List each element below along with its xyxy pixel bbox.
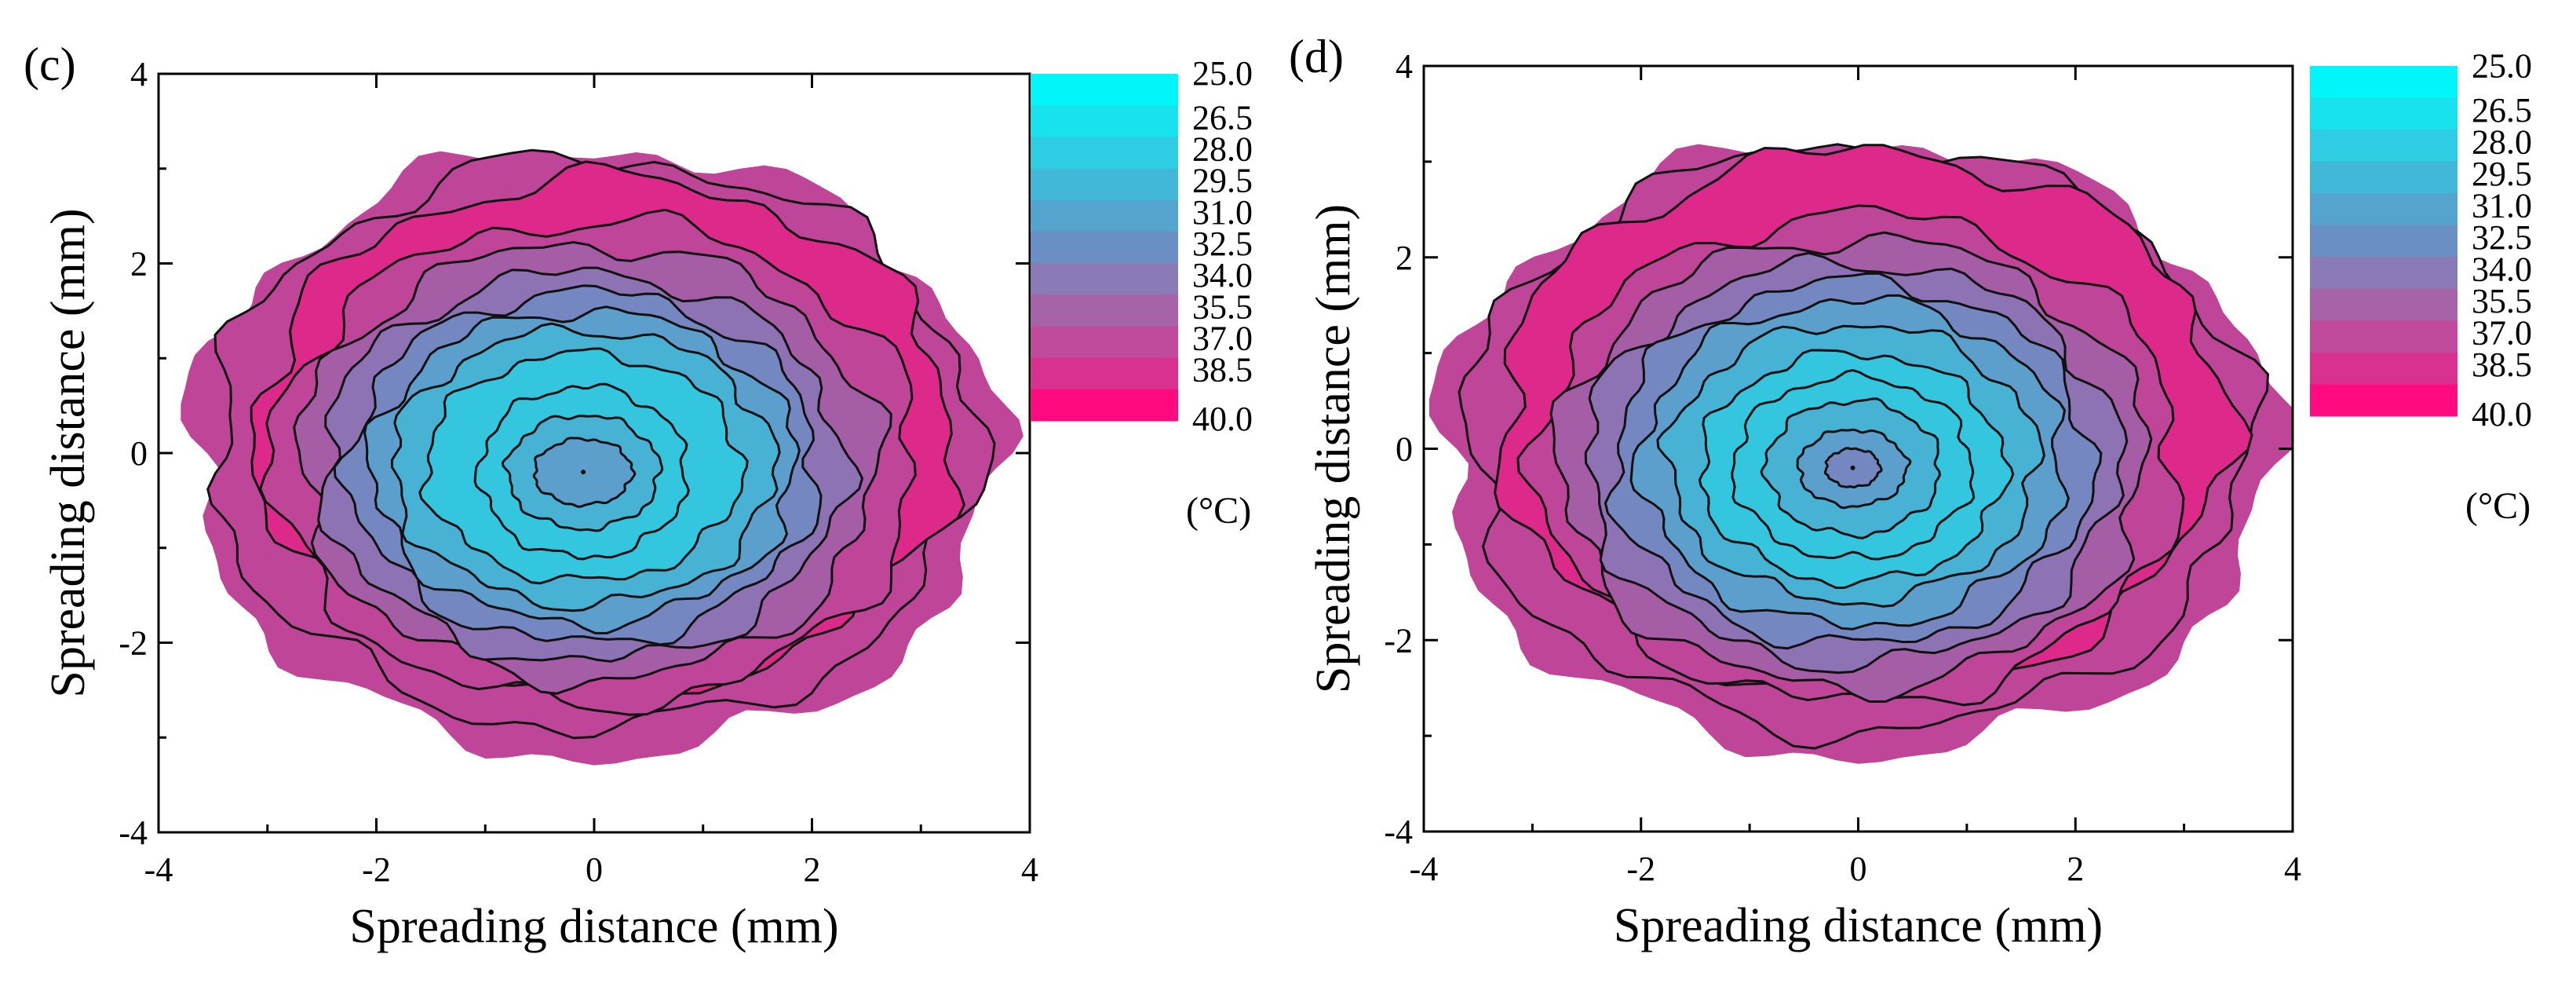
colorbar: 25.0 26.528.029.531.032.534.035.537.038.5…: [1031, 54, 1253, 532]
colorbar-swatch: [2310, 193, 2457, 226]
colorbar-label: 32.5: [1192, 225, 1253, 263]
axis-ticks: [1422, 64, 2294, 833]
colorbar-label: 38.5: [2472, 345, 2532, 384]
colorbar-swatch: [2310, 161, 2457, 194]
y-tick-label: 0: [130, 434, 148, 473]
y-tick-label: -4: [119, 813, 148, 852]
colorbar-swatch: [1031, 137, 1178, 170]
colorbar: 25.0 26.528.029.531.032.534.035.537.038.5…: [2310, 46, 2532, 527]
colorbar-swatch: [1031, 326, 1178, 359]
colorbar-swatch: [1031, 263, 1178, 295]
x-tick-label: -2: [1626, 850, 1655, 888]
panel-label: (d): [1289, 31, 1344, 82]
x-tick-label: 4: [1021, 850, 1038, 889]
colorbar-swatch: [2310, 130, 2457, 163]
colorbar-label: 35.5: [1192, 287, 1253, 326]
axis-ticks: [157, 72, 1031, 834]
colorbar-label: 34.0: [2472, 250, 2532, 289]
colorbar-swatch: [2310, 225, 2457, 258]
colorbar-swatch: [1031, 294, 1178, 327]
peak-marker: [581, 470, 586, 475]
contour-chart-d: -4 -2 0 2 4 -4 -2 0 2 4 Spreading distance (mm) Spr…: [1289, 31, 2532, 952]
x-tick-label: -4: [144, 850, 173, 889]
y-tick-label: -4: [1384, 813, 1413, 851]
colorbar-label: 34.0: [1192, 256, 1253, 294]
x-tick-label: -4: [1410, 850, 1439, 888]
colorbar-swatch: [2310, 97, 2457, 130]
panel-d: -4 -2 0 2 4 -4 -2 0 2 4 Spreading distance (mm) Spr…: [1288, 0, 2576, 987]
colorbar-unit-label: (°C): [1186, 490, 1251, 532]
colorbar-swatch: [1031, 231, 1178, 264]
colorbar-label: 28.0: [1192, 130, 1253, 168]
colorbar-label: 38.5: [1192, 351, 1253, 389]
y-tick-label: 2: [130, 245, 148, 283]
colorbar-label: 31.0: [1192, 193, 1253, 232]
colorbar-label: 35.5: [2472, 282, 2532, 320]
y-tick-label: 2: [1396, 239, 1413, 277]
colorbar-label: 37.0: [2472, 314, 2532, 353]
colorbar-swatch: [1031, 105, 1178, 137]
colorbar-swatch: [1031, 168, 1178, 201]
colorbar-swatch: [1031, 357, 1178, 390]
contour-chart-c: -4 -2 0 2 4 -4 -2 0 2 4 Spreading distance (mm) Spr…: [24, 38, 1253, 953]
plot-area: [1428, 143, 2293, 764]
colorbar-swatch: [2310, 257, 2457, 290]
plot-area: [181, 148, 1023, 766]
x-tick-label: 0: [1850, 850, 1867, 888]
colorbar-label: 25.0: [1192, 54, 1253, 93]
x-axis-label: Spreading distance (mm): [1614, 899, 2103, 952]
peak-marker: [1850, 465, 1855, 470]
x-tick-label: 2: [2067, 850, 2084, 888]
x-axis-label: Spreading distance (mm): [349, 900, 838, 953]
x-tick-label: 2: [804, 850, 821, 889]
y-tick-label: -2: [119, 624, 148, 663]
colorbar-swatch: [1031, 74, 1178, 106]
colorbar-swatch: [1031, 389, 1178, 422]
colorbar-label: 32.5: [2472, 218, 2532, 257]
colorbar-swatch: [2310, 66, 2457, 99]
y-tick-label: 0: [1396, 430, 1413, 469]
colorbar-swatch: [2310, 384, 2457, 417]
panel-c: -4 -2 0 2 4 -4 -2 0 2 4 Spreading distance (mm) Spr…: [24, 38, 1253, 953]
colorbar-label: 37.0: [1192, 320, 1253, 358]
colorbar-label: 40.0: [2472, 395, 2532, 433]
colorbar-unit-label: (°C): [2465, 485, 2530, 527]
y-tick-label: 4: [130, 55, 148, 93]
colorbar-label: 29.5: [1192, 162, 1253, 200]
colorbar-swatch: [2310, 288, 2457, 321]
x-tick-label: -2: [362, 850, 391, 889]
y-axis-label: Spreading distance (mm): [42, 208, 95, 697]
colorbar-label: 31.0: [2472, 186, 2532, 225]
x-tick-label: 0: [586, 850, 603, 889]
colorbar-label: 25.0: [2472, 46, 2532, 85]
colorbar-label: 29.5: [2472, 155, 2532, 193]
colorbar-label: 40.0: [1192, 400, 1253, 438]
colorbar-label: 26.5: [1192, 98, 1253, 137]
colorbar-swatch: [1031, 199, 1178, 232]
panel-label: (c): [24, 38, 76, 90]
y-axis-label: Spreading distance (mm): [1307, 204, 1360, 693]
y-tick-label: 4: [1396, 47, 1413, 86]
colorbar-swatch: [2310, 320, 2457, 353]
colorbar-label: 26.5: [2472, 91, 2532, 130]
x-tick-label: 4: [2284, 850, 2301, 888]
y-tick-label: -2: [1384, 621, 1413, 660]
colorbar-swatch: [2310, 352, 2457, 385]
colorbar-label: 28.0: [2472, 122, 2532, 161]
